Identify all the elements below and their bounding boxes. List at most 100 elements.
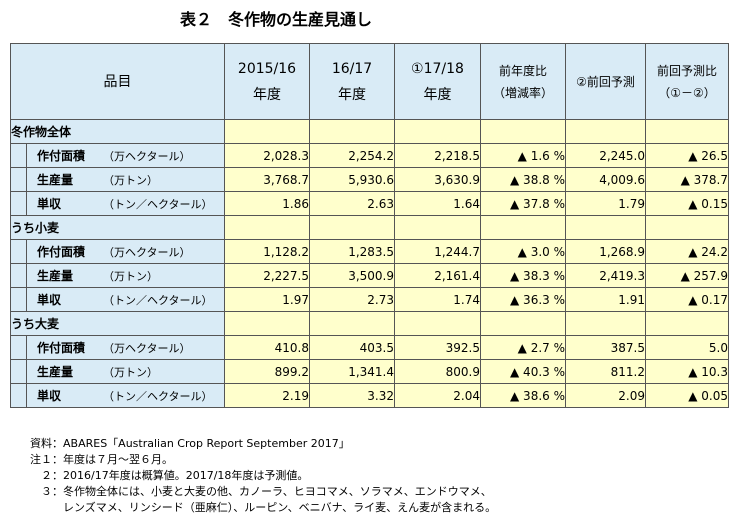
value-cell-v1: 1.97 bbox=[224, 287, 310, 312]
value-cell-v1: 2.19 bbox=[224, 383, 310, 408]
value-cell-v5: 2,419.3 bbox=[565, 263, 646, 288]
empty-cell bbox=[565, 215, 646, 240]
empty-cell bbox=[394, 119, 481, 144]
value-cell-v4: ▲ 40.3 % bbox=[480, 359, 566, 384]
empty-cell bbox=[645, 119, 729, 144]
indent-cell bbox=[10, 143, 27, 168]
value-cell-v1: 1,128.2 bbox=[224, 239, 310, 264]
table-row: 単収 （トン／ヘクタール） 1.97 2.73 1.74 ▲ 36.3 % 1.91 ▲ 0.… bbox=[10, 287, 729, 312]
value-cell-v6: ▲ 26.5 bbox=[645, 143, 729, 168]
table-row: 生産量 （万トン） 899.2 1,341.4 800.9 ▲ 40.3 % 811.2 ▲ … bbox=[10, 359, 729, 384]
value-cell-v2: 5,930.6 bbox=[309, 167, 395, 192]
value-cell-v6: ▲ 257.9 bbox=[645, 263, 729, 288]
row-name: 作付面積 bbox=[37, 149, 86, 163]
row-name: 生産量 bbox=[37, 365, 74, 379]
section-label: 冬作物全体 bbox=[10, 119, 225, 144]
header-col3: ①17/18 年度 bbox=[394, 43, 481, 120]
value-cell-v3: 3,630.9 bbox=[394, 167, 481, 192]
value-cell-v5: 1.79 bbox=[565, 191, 646, 216]
row-label: 生産量 （万トン） bbox=[26, 263, 225, 288]
empty-cell bbox=[645, 215, 729, 240]
value-cell-v4: ▲ 2.7 % bbox=[480, 335, 566, 360]
table-row: 生産量 （万トン） 2,227.5 3,500.9 2,161.4 ▲ 38.3 % 2,4… bbox=[10, 263, 729, 288]
row-label: 単収 （トン／ヘクタール） bbox=[26, 191, 225, 216]
header-col5: ②前回予測 bbox=[565, 43, 646, 120]
value-cell-v1: 2,028.3 bbox=[224, 143, 310, 168]
value-cell-v3: 2.04 bbox=[394, 383, 481, 408]
empty-cell bbox=[224, 215, 310, 240]
row-label: 作付面積 （万ヘクタール） bbox=[26, 335, 225, 360]
empty-cell bbox=[309, 311, 395, 336]
value-cell-v6: ▲ 0.15 bbox=[645, 191, 729, 216]
empty-cell bbox=[224, 119, 310, 144]
value-cell-v5: 2,245.0 bbox=[565, 143, 646, 168]
value-cell-v1: 3,768.7 bbox=[224, 167, 310, 192]
row-name: 単収 bbox=[37, 389, 62, 403]
indent-cell bbox=[10, 167, 27, 192]
value-cell-v6: ▲ 0.17 bbox=[645, 287, 729, 312]
header-col1: 2015/16 年度 bbox=[224, 43, 310, 120]
value-cell-v3: 1,244.7 bbox=[394, 239, 481, 264]
value-cell-v1: 899.2 bbox=[224, 359, 310, 384]
indent-cell bbox=[10, 287, 27, 312]
row-name: 単収 bbox=[37, 293, 62, 307]
note-3: ３：冬作物全体には、小麦と大麦の他、カノーラ、ヒヨコマメ、ソラマメ、エンドウマメ… bbox=[30, 485, 492, 498]
empty-cell bbox=[309, 215, 395, 240]
value-cell-v6: ▲ 10.3 bbox=[645, 359, 729, 384]
value-cell-v1: 1.86 bbox=[224, 191, 310, 216]
table-row: 単収 （トン／ヘクタール） 2.19 3.32 2.04 ▲ 38.6 % 2.09 ▲ 0.… bbox=[10, 383, 729, 408]
row-unit: （万トン） bbox=[103, 366, 158, 379]
note-1: 注１：年度は７月～翌６月。 bbox=[30, 453, 173, 466]
value-cell-v1: 410.8 bbox=[224, 335, 310, 360]
value-cell-v5: 4,009.6 bbox=[565, 167, 646, 192]
value-cell-v2: 1,341.4 bbox=[309, 359, 395, 384]
value-cell-v3: 392.5 bbox=[394, 335, 481, 360]
table-row: 作付面積 （万ヘクタール） 2,028.3 2,254.2 2,218.5 ▲ 1.6 %… bbox=[10, 143, 729, 168]
value-cell-v4: ▲ 36.3 % bbox=[480, 287, 566, 312]
table-row: 単収 （トン／ヘクタール） 1.86 2.63 1.64 ▲ 37.8 % 1.79 ▲ 0.… bbox=[10, 191, 729, 216]
row-unit: （万トン） bbox=[103, 174, 158, 187]
value-cell-v3: 2,218.5 bbox=[394, 143, 481, 168]
indent-cell bbox=[10, 335, 27, 360]
row-name: 生産量 bbox=[37, 269, 74, 283]
value-cell-v2: 2.73 bbox=[309, 287, 395, 312]
value-cell-v3: 800.9 bbox=[394, 359, 481, 384]
header-col6: 前回予測比 （①－②） bbox=[645, 43, 729, 120]
value-cell-v2: 3,500.9 bbox=[309, 263, 395, 288]
row-unit: （トン／ヘクタール） bbox=[103, 390, 213, 403]
indent-cell bbox=[10, 191, 27, 216]
empty-cell bbox=[480, 119, 566, 144]
header-item: 品目 bbox=[10, 43, 225, 120]
section-row: 冬作物全体 bbox=[10, 119, 729, 144]
value-cell-v2: 3.32 bbox=[309, 383, 395, 408]
empty-cell bbox=[309, 119, 395, 144]
value-cell-v2: 1,283.5 bbox=[309, 239, 395, 264]
value-cell-v6: 5.0 bbox=[645, 335, 729, 360]
value-cell-v6: ▲ 24.2 bbox=[645, 239, 729, 264]
empty-cell bbox=[480, 215, 566, 240]
note-3-cont: レンズマメ、リンシード（亜麻仁）、ルーピン、ベニバナ、ライ麦、えん麦が含まれる。 bbox=[30, 501, 497, 514]
value-cell-v4: ▲ 38.3 % bbox=[480, 263, 566, 288]
row-unit: （トン／ヘクタール） bbox=[103, 198, 213, 211]
indent-cell bbox=[10, 359, 27, 384]
row-unit: （トン／ヘクタール） bbox=[103, 294, 213, 307]
section-label: うち大麦 bbox=[10, 311, 225, 336]
row-name: 作付面積 bbox=[37, 245, 86, 259]
value-cell-v4: ▲ 1.6 % bbox=[480, 143, 566, 168]
empty-cell bbox=[565, 119, 646, 144]
indent-cell bbox=[10, 239, 27, 264]
section-row: うち大麦 bbox=[10, 311, 729, 336]
value-cell-v6: ▲ 378.7 bbox=[645, 167, 729, 192]
note-source: 資料：ABARES「Australian Crop Report Septemb… bbox=[30, 437, 350, 450]
value-cell-v5: 811.2 bbox=[565, 359, 646, 384]
value-cell-v3: 2,161.4 bbox=[394, 263, 481, 288]
empty-cell bbox=[224, 311, 310, 336]
section-row: うち小麦 bbox=[10, 215, 729, 240]
row-name: 作付面積 bbox=[37, 341, 86, 355]
table-row: 作付面積 （万ヘクタール） 1,128.2 1,283.5 1,244.7 ▲ 3.0 %… bbox=[10, 239, 729, 264]
value-cell-v1: 2,227.5 bbox=[224, 263, 310, 288]
value-cell-v2: 403.5 bbox=[309, 335, 395, 360]
row-unit: （万トン） bbox=[103, 270, 158, 283]
row-name: 生産量 bbox=[37, 173, 74, 187]
row-label: 作付面積 （万ヘクタール） bbox=[26, 239, 225, 264]
